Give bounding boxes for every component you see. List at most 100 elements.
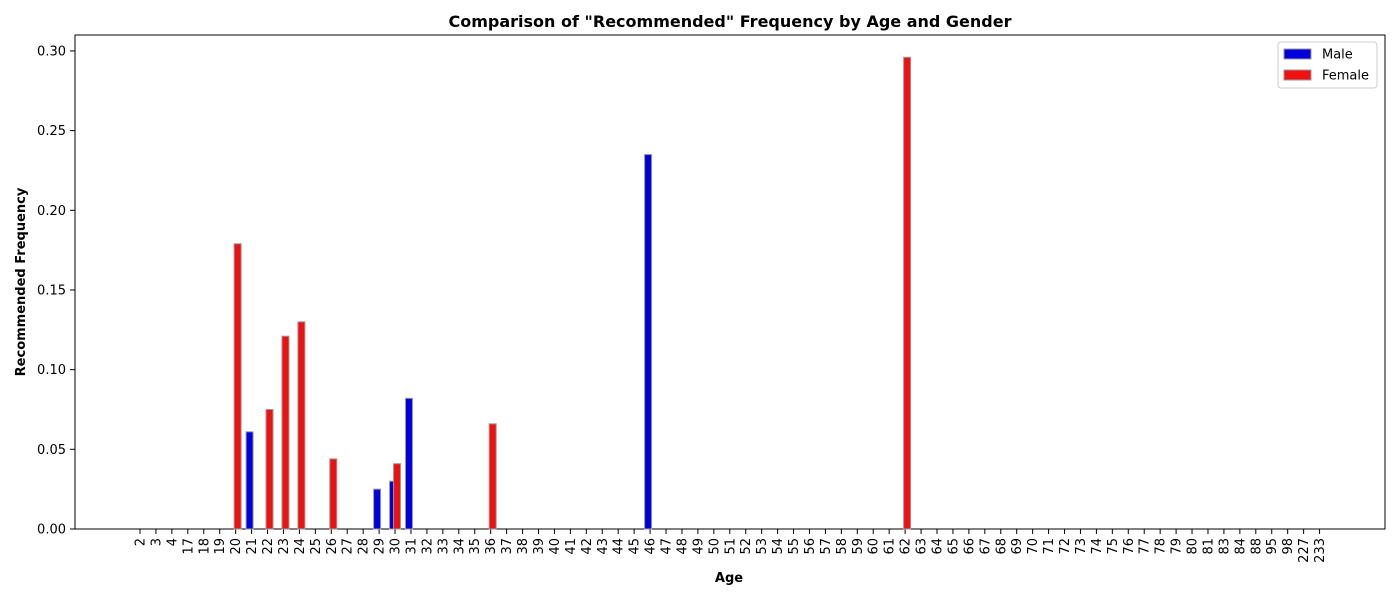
legend-label-male: Male — [1322, 48, 1353, 63]
x-tick-label: 77 — [1138, 538, 1153, 555]
bar-female-22 — [265, 408, 274, 530]
x-tick-label: 44 — [612, 538, 627, 555]
x-tick-label: 233 — [1313, 538, 1328, 563]
y-axis-label: Recommended Frequency — [14, 187, 29, 376]
x-tick-label: 69 — [1010, 538, 1025, 555]
bar-female-36 — [488, 423, 497, 530]
bar-female-30 — [393, 463, 402, 530]
x-tick-label: 4 — [165, 538, 180, 546]
x-tick-label: 63 — [915, 538, 930, 555]
x-tick-label: 18 — [197, 538, 212, 555]
x-tick-label: 71 — [1042, 538, 1057, 555]
y-tick-label: 0.10 — [37, 363, 66, 378]
x-tick-label: 68 — [994, 538, 1009, 555]
x-tick-label: 3 — [149, 538, 164, 546]
x-tick-label: 58 — [835, 538, 850, 555]
bar-female-24 — [297, 321, 306, 530]
x-tick-label: 29 — [373, 538, 388, 555]
x-tick-label: 46 — [644, 538, 659, 555]
x-tick-label: 80 — [1186, 538, 1201, 555]
bar-male-29 — [373, 488, 382, 530]
x-tick-label: 19 — [213, 538, 228, 555]
x-tick-label: 30 — [389, 538, 404, 555]
x-tick-label: 26 — [325, 538, 340, 555]
bar-male-21 — [245, 431, 254, 530]
x-tick-label: 25 — [309, 538, 324, 555]
x-tick-label: 75 — [1106, 538, 1121, 555]
x-tick-label: 62 — [899, 538, 914, 555]
x-tick-label: 65 — [946, 538, 961, 555]
bar-female-20 — [233, 243, 242, 530]
x-tick-label: 28 — [357, 538, 372, 555]
x-tick-label: 98 — [1281, 538, 1296, 555]
x-tick-label: 51 — [723, 538, 738, 555]
x-tick-label: 21 — [245, 538, 260, 555]
x-tick-label: 48 — [675, 538, 690, 555]
x-tick-label: 36 — [484, 538, 499, 555]
x-tick-label: 23 — [277, 538, 292, 555]
x-tick-label: 32 — [420, 538, 435, 555]
legend-swatch-male — [1283, 48, 1312, 60]
x-tick-label: 22 — [261, 538, 276, 555]
x-tick-label: 2 — [134, 538, 149, 546]
x-tick-label: 61 — [883, 538, 898, 555]
x-tick-label: 74 — [1090, 538, 1105, 555]
x-tick-label: 52 — [739, 538, 754, 555]
bar-female-23 — [281, 335, 290, 530]
x-tick-label: 88 — [1249, 538, 1264, 555]
x-tick-label: 76 — [1122, 538, 1137, 555]
x-tick-label: 42 — [580, 538, 595, 555]
x-tick-label: 43 — [596, 538, 611, 555]
x-tick-label: 64 — [931, 538, 946, 555]
x-tick-label: 55 — [787, 538, 802, 555]
x-tick-label: 33 — [436, 538, 451, 555]
y-tick-label: 0.25 — [37, 124, 66, 139]
x-tick-label: 17 — [181, 538, 196, 555]
x-tick-label: 83 — [1217, 538, 1232, 555]
x-tick-label: 24 — [293, 538, 308, 555]
bar-female-26 — [329, 458, 338, 530]
x-tick-label: 70 — [1026, 538, 1041, 555]
bar-male-46 — [644, 154, 653, 530]
x-tick-label: 72 — [1058, 538, 1073, 555]
bar-male-31 — [404, 397, 413, 530]
x-tick-label: 79 — [1170, 538, 1185, 555]
x-axis-label: Age — [715, 571, 743, 586]
y-tick-label: 0.15 — [37, 283, 66, 298]
legend-label-female: Female — [1322, 69, 1369, 84]
plot-area: 0.000.050.100.150.200.250.302 3 4 17 18 19 20 2… — [37, 34, 1386, 563]
x-tick-label: 20 — [229, 538, 244, 555]
y-tick-label: 0.05 — [37, 443, 66, 458]
x-tick-label: 35 — [468, 538, 483, 555]
x-tick-label: 54 — [771, 538, 786, 555]
legend: Male Female — [1277, 41, 1378, 89]
legend-swatch-female — [1283, 69, 1312, 81]
y-tick-label: 0.00 — [37, 523, 66, 538]
x-tick-label: 57 — [819, 538, 834, 555]
x-tick-label: 49 — [691, 538, 706, 555]
x-tick-label: 84 — [1233, 538, 1248, 555]
x-tick-label: 40 — [548, 538, 563, 555]
x-tick-label: 37 — [500, 538, 515, 555]
x-tick-label: 66 — [962, 538, 977, 555]
bar-female-62 — [903, 56, 912, 530]
chart-title: Comparison of "Recommended" Frequency by… — [449, 12, 1012, 31]
x-tick-label: 60 — [867, 538, 882, 555]
x-tick-label: 34 — [452, 538, 467, 555]
x-tick-label: 78 — [1154, 538, 1169, 555]
x-tick-label: 47 — [660, 538, 675, 555]
x-tick-label: 27 — [341, 538, 356, 555]
x-tick-label: 81 — [1201, 538, 1216, 555]
y-tick-label: 0.20 — [37, 204, 66, 219]
x-tick-label: 31 — [404, 538, 419, 555]
x-tick-label: 73 — [1074, 538, 1089, 555]
x-tick-label: 45 — [628, 538, 643, 555]
x-tick-label: 39 — [532, 538, 547, 555]
x-tick-label: 227 — [1297, 538, 1312, 563]
x-tick-label: 59 — [851, 538, 866, 555]
x-tick-label: 67 — [978, 538, 993, 555]
x-tick-label: 41 — [564, 538, 579, 555]
x-tick-label: 38 — [516, 538, 531, 555]
x-tick-label: 95 — [1265, 538, 1280, 555]
